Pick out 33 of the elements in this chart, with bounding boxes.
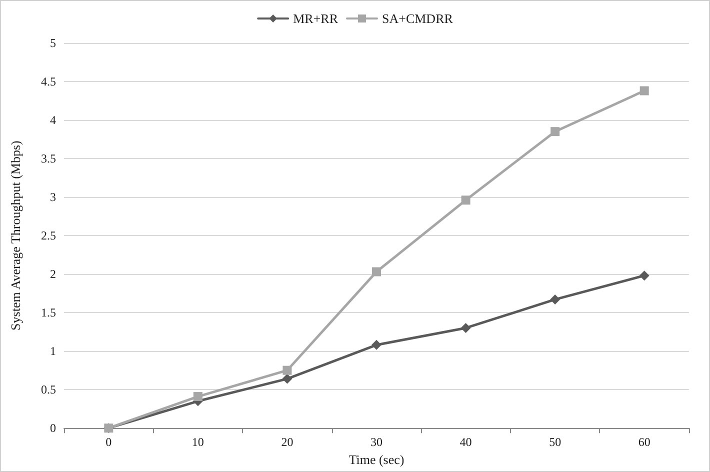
point — [460, 322, 471, 333]
y-tick-label: 4.5 — [41, 74, 56, 89]
y-tick-label: 1.5 — [41, 306, 56, 320]
x-axis-title: Time (sec) — [348, 452, 404, 467]
y-tick-label: 2 — [50, 267, 56, 282]
y-tick-label: 3.5 — [41, 152, 56, 166]
y-tick-label: 3 — [50, 190, 56, 204]
x-tick-label: 20 — [281, 435, 294, 450]
y-tick-label: 0.5 — [41, 382, 56, 397]
point — [193, 392, 202, 402]
point — [282, 374, 292, 384]
legend-label: SA+CMDRR — [382, 11, 454, 26]
x-tick-label: 10 — [192, 435, 204, 450]
point — [372, 267, 381, 276]
point — [461, 196, 470, 205]
point — [550, 294, 560, 304]
y-tick-label: 1 — [50, 344, 56, 358]
x-tick-label: 60 — [638, 435, 650, 450]
point — [639, 270, 650, 281]
x-tick-label: 30 — [370, 435, 382, 450]
point — [372, 340, 382, 350]
y-tick-label: 0 — [50, 421, 56, 436]
y-tick-label: 5 — [50, 36, 56, 50]
y-axis-title: System Average Throughput (Mbps) — [8, 140, 23, 330]
point — [640, 86, 649, 96]
x-tick-label: 0 — [106, 435, 112, 450]
point — [282, 366, 292, 375]
legend-label: MR+RR — [293, 11, 338, 26]
y-tick-label: 2.5 — [41, 228, 56, 243]
y-tick-label: 4 — [50, 113, 56, 128]
x-tick-label: 50 — [549, 435, 562, 450]
point — [550, 127, 560, 136]
x-tick-label: 40 — [460, 435, 472, 450]
